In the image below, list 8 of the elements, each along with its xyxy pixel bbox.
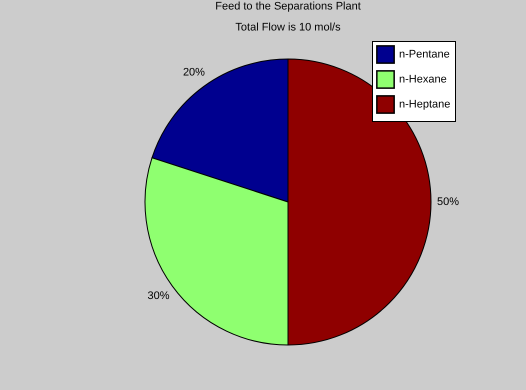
chart-subtitle: Total Flow is 10 mol/s xyxy=(235,22,342,34)
data-label: 50% xyxy=(436,196,460,208)
legend-label: n-Pentane xyxy=(399,48,450,60)
data-label: 20% xyxy=(182,66,206,79)
legend-label: n-Hexane xyxy=(399,74,447,86)
legend-label: n-Heptane xyxy=(399,98,450,110)
chart-title: Feed to the Separations Plant xyxy=(215,0,361,12)
data-label: 30% xyxy=(148,290,170,302)
